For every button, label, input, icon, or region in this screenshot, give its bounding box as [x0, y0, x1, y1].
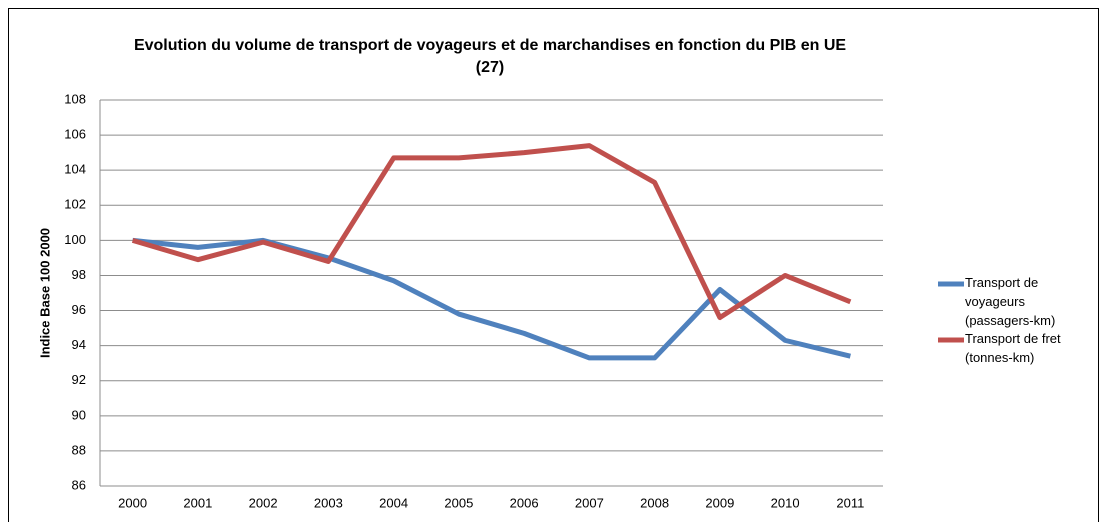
chart-title: Evolution du volume de transport de voya… [134, 37, 846, 76]
x-tick-label: 2011 [836, 495, 864, 510]
y-tick-label: 90 [72, 407, 86, 422]
series-line [132, 237, 851, 361]
y-tick-label: 86 [72, 477, 86, 492]
x-tick-label: 2006 [510, 495, 539, 510]
x-tick-label: 2004 [379, 495, 408, 510]
y-tick-label: 92 [72, 372, 86, 387]
y-tick-label: 106 [64, 127, 86, 142]
series-line [131, 143, 852, 321]
x-tick-label: 2005 [444, 495, 473, 510]
y-tick-label: 94 [72, 337, 86, 352]
x-tick-label: 2007 [575, 495, 604, 510]
y-axis-label: Indice Base 100 2000 [37, 228, 52, 358]
x-tick-label: 2009 [705, 495, 734, 510]
y-tick-label: 100 [64, 232, 86, 247]
y-tick-label: 104 [64, 162, 86, 177]
x-tick-label: 2003 [314, 495, 343, 510]
y-tick-label: 102 [64, 197, 86, 212]
legend-label: Transport de voyageurs (passagers-km) [965, 275, 1055, 328]
x-tick-label: 2008 [640, 495, 669, 510]
legend-label: Transport de fret (tonnes-km) [965, 331, 1061, 365]
chart-frame [8, 8, 1099, 522]
x-tick-label: 2001 [183, 495, 212, 510]
y-tick-label: 98 [72, 267, 86, 282]
x-tick-label: 2002 [249, 495, 278, 510]
y-tick-label: 88 [72, 442, 86, 457]
y-tick-label: 108 [64, 91, 86, 106]
y-tick-label: 96 [72, 302, 86, 317]
x-tick-label: 2000 [118, 495, 147, 510]
x-tick-label: 2010 [771, 495, 800, 510]
